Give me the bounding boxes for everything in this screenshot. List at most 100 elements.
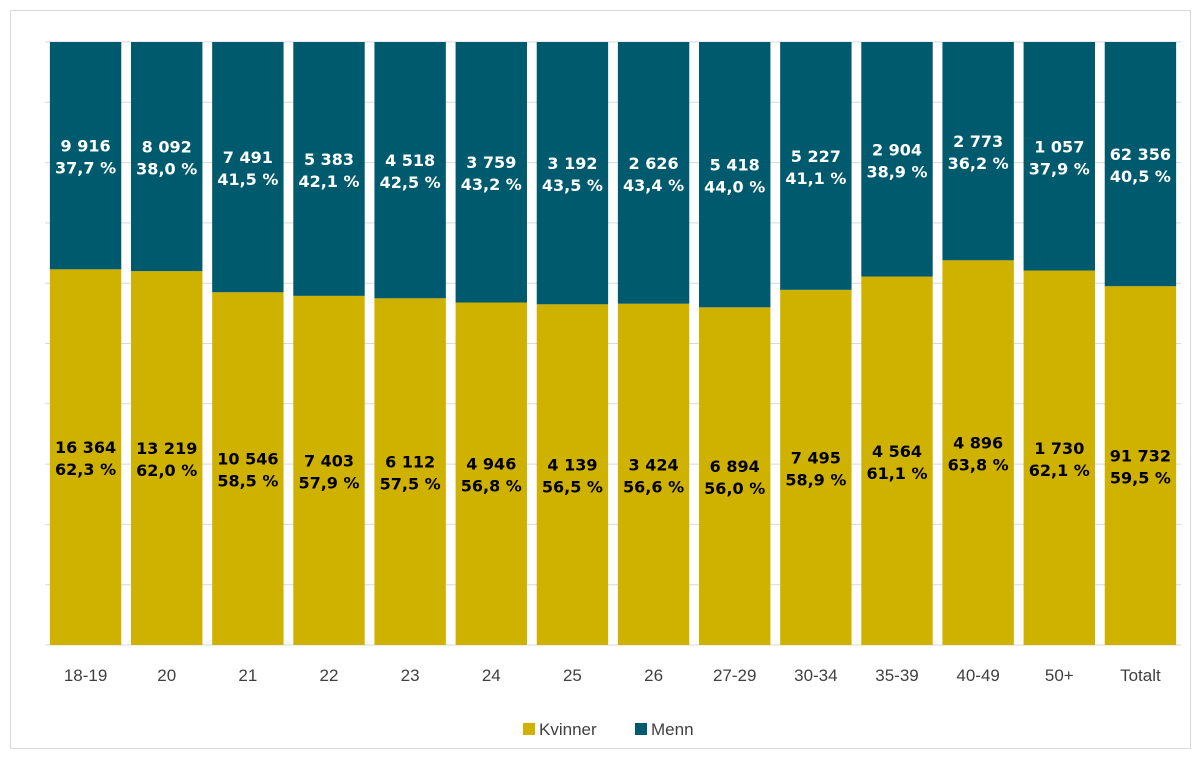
bar-menn-50+ (1023, 42, 1095, 271)
bar-menn-40-49 (942, 42, 1014, 261)
data-label-count: 5 418 (710, 156, 760, 175)
legend-swatch-menn (635, 723, 647, 735)
data-label-count: 3 424 (629, 455, 679, 474)
data-label-count: 6 112 (385, 453, 435, 472)
data-label-percent: 58,9 % (785, 470, 846, 489)
data-label-count: 2 773 (953, 132, 1003, 151)
bar-kvinner-22 (293, 295, 365, 645)
data-label-count: 10 546 (217, 450, 278, 469)
bar-kvinner-27-29 (699, 307, 771, 645)
x-tick-label: 35-39 (875, 666, 918, 685)
bar-menn-22 (293, 42, 365, 296)
data-label-count: 1 730 (1034, 439, 1084, 458)
bar-menn-26 (617, 42, 690, 304)
bar-menn-35-39 (861, 42, 933, 277)
bar-menn-20 (131, 42, 203, 272)
x-tick-label: 27-29 (713, 666, 756, 685)
data-label-percent: 38,9 % (866, 162, 927, 181)
data-label-percent: 36,2 % (948, 154, 1009, 173)
data-label-percent: 62,1 % (1029, 461, 1090, 480)
data-label-count: 8 092 (142, 138, 192, 157)
data-label-count: 3 759 (466, 153, 516, 172)
data-label-percent: 59,5 % (1110, 469, 1171, 488)
x-tick-label: 20 (157, 666, 176, 685)
bar-kvinner-18-19 (49, 269, 122, 645)
bar-kvinner-23 (374, 298, 446, 645)
data-labels: 16 364 62,3 % 9 916 37,7 % 13 219 62,0 % 8 092… (55, 132, 1171, 498)
data-label-percent: 41,1 % (785, 169, 846, 188)
bar-kvinner-20 (131, 271, 203, 645)
bar-menn-18-19 (49, 42, 122, 270)
data-label-percent: 43,4 % (623, 176, 684, 195)
data-label-percent: 58,5 % (217, 472, 278, 491)
bar-kvinner-30-34 (780, 289, 852, 645)
data-label-count: 4 564 (872, 442, 922, 461)
legend-label-menn: Menn (651, 720, 694, 739)
data-label-count: 16 364 (55, 438, 116, 457)
data-label-count: 3 192 (547, 154, 597, 173)
data-label-percent: 57,9 % (298, 473, 359, 492)
data-label-percent: 56,0 % (704, 479, 765, 498)
x-tick-label: 21 (238, 666, 257, 685)
data-label-percent: 62,0 % (136, 461, 197, 480)
data-label-count: 13 219 (136, 439, 197, 458)
bar-menn-27-29 (699, 42, 771, 308)
x-tick-label: 24 (482, 666, 501, 685)
legend: Kvinner Menn (523, 720, 694, 739)
bar-menn-Totalt (1104, 42, 1177, 287)
x-axis: 18-19 20 21 22 23 24 25 26 27-29 30-34 35-39 40-49 5… (64, 666, 1161, 685)
legend-label-kvinner: Kvinner (539, 720, 597, 739)
bar-kvinner-25 (536, 304, 609, 645)
data-label-count: 7 403 (304, 451, 354, 470)
bar-menn-24 (455, 42, 527, 303)
bar-kvinner-40-49 (942, 260, 1014, 645)
data-label-count: 2 626 (629, 154, 679, 173)
data-label-count: 4 518 (385, 151, 435, 170)
bar-kvinner-24 (455, 302, 527, 645)
legend-swatch-kvinner (523, 723, 535, 735)
x-tick-label: 50+ (1045, 666, 1074, 685)
stacked-bar-chart: 16 364 62,3 % 9 916 37,7 % 13 219 62,0 % 8 092… (45, 41, 1181, 739)
x-tick-label: 26 (644, 666, 663, 685)
bars (49, 42, 1177, 645)
x-tick-label: 22 (320, 666, 339, 685)
data-label-count: 5 383 (304, 150, 354, 169)
bar-kvinner-21 (212, 292, 284, 645)
data-label-percent: 42,1 % (298, 172, 359, 191)
data-label-count: 6 894 (710, 457, 760, 476)
data-label-count: 2 904 (872, 140, 922, 159)
data-label-percent: 42,5 % (380, 173, 441, 192)
bar-menn-21 (212, 42, 284, 293)
data-label-percent: 37,7 % (55, 159, 116, 178)
data-label-percent: 57,5 % (380, 475, 441, 494)
data-label-percent: 62,3 % (55, 460, 116, 479)
x-tick-label: 18-19 (64, 666, 107, 685)
data-label-count: 7 495 (791, 448, 841, 467)
bar-kvinner-35-39 (861, 276, 933, 645)
x-tick-label: 25 (563, 666, 582, 685)
chart-area: 16 364 62,3 % 9 916 37,7 % 13 219 62,0 % 8 092… (10, 10, 1191, 749)
bar-menn-23 (374, 42, 446, 299)
data-label-percent: 56,5 % (542, 478, 603, 497)
data-label-percent: 44,0 % (704, 178, 765, 197)
data-label-percent: 38,0 % (136, 160, 197, 179)
data-label-percent: 56,6 % (623, 477, 684, 496)
data-label-count: 91 732 (1110, 447, 1171, 466)
bar-menn-25 (536, 42, 609, 305)
data-label-count: 4 896 (953, 434, 1003, 453)
x-tick-label: 40-49 (956, 666, 999, 685)
data-label-count: 7 491 (223, 148, 273, 167)
data-label-percent: 37,9 % (1029, 159, 1090, 178)
data-label-count: 5 227 (791, 147, 841, 166)
data-label-percent: 61,1 % (866, 464, 927, 483)
data-label-count: 4 139 (547, 456, 597, 475)
data-label-percent: 56,8 % (461, 477, 522, 496)
bar-kvinner-Totalt (1104, 286, 1177, 645)
data-label-count: 1 057 (1034, 137, 1084, 156)
data-label-percent: 43,5 % (542, 176, 603, 195)
bar-kvinner-26 (617, 303, 690, 645)
x-tick-label: Totalt (1120, 666, 1161, 685)
data-label-count: 62 356 (1110, 145, 1171, 164)
bar-kvinner-50+ (1023, 270, 1095, 645)
data-label-count: 4 946 (466, 455, 516, 474)
